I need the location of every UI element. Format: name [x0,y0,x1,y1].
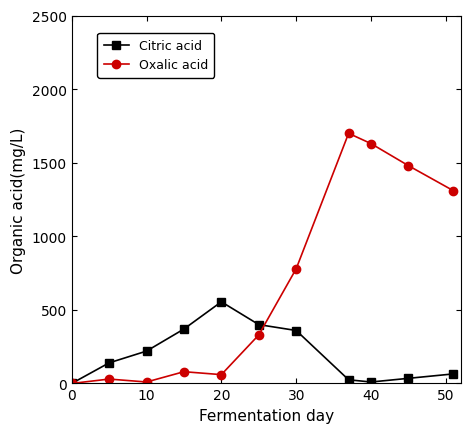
Oxalic acid [181,369,187,375]
Citric acid [405,376,411,381]
Line: Oxalic acid: Oxalic acid [67,130,457,388]
Citric acid [143,349,149,354]
Oxalic acid [106,377,112,382]
Citric acid [451,372,456,377]
Y-axis label: Organic acid(mg/L): Organic acid(mg/L) [11,127,26,273]
Citric acid [368,379,374,385]
Oxalic acid [219,372,224,378]
Citric acid [346,377,352,382]
Oxalic acid [143,379,149,385]
Oxalic acid [346,132,352,137]
X-axis label: Fermentation day: Fermentation day [199,408,334,423]
Oxalic acid [405,164,411,169]
Citric acid [69,381,75,386]
Citric acid [256,322,261,328]
Oxalic acid [294,266,299,272]
Oxalic acid [451,189,456,194]
Oxalic acid [256,332,261,338]
Legend: Citric acid, Oxalic acid: Citric acid, Oxalic acid [97,34,214,79]
Citric acid [219,299,224,305]
Oxalic acid [69,381,75,386]
Citric acid [106,360,112,365]
Citric acid [181,327,187,332]
Citric acid [294,328,299,333]
Oxalic acid [368,141,374,147]
Line: Citric acid: Citric acid [67,298,457,388]
